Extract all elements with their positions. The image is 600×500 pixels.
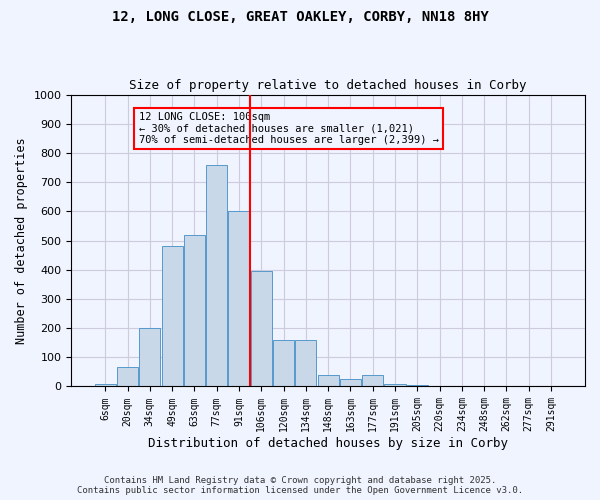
Bar (161, 246, 182, 386)
Bar (407, 385, 428, 386)
Bar (184, 234, 205, 386)
Y-axis label: Number of detached properties: Number of detached properties (15, 137, 28, 344)
Bar (295, 340, 316, 386)
Bar (385, 384, 406, 386)
Bar (340, 379, 361, 386)
X-axis label: Distribution of detached houses by size in Corby: Distribution of detached houses by size … (148, 437, 508, 450)
Bar (117, 368, 138, 386)
Title: Size of property relative to detached houses in Corby: Size of property relative to detached ho… (130, 79, 527, 92)
Text: 12, LONG CLOSE, GREAT OAKLEY, CORBY, NN18 8HY: 12, LONG CLOSE, GREAT OAKLEY, CORBY, NN1… (112, 10, 488, 24)
Bar (251, 271, 272, 386)
Bar (362, 375, 383, 386)
Text: 12 LONG CLOSE: 100sqm
← 30% of detached houses are smaller (1,021)
70% of semi-d: 12 LONG CLOSE: 100sqm ← 30% of detached … (139, 112, 439, 146)
Bar (206, 164, 227, 386)
Bar (317, 375, 339, 386)
Bar (273, 340, 294, 386)
Bar (95, 384, 116, 386)
Bar (229, 212, 250, 386)
Text: Contains HM Land Registry data © Crown copyright and database right 2025.
Contai: Contains HM Land Registry data © Crown c… (77, 476, 523, 495)
Bar (139, 328, 160, 386)
